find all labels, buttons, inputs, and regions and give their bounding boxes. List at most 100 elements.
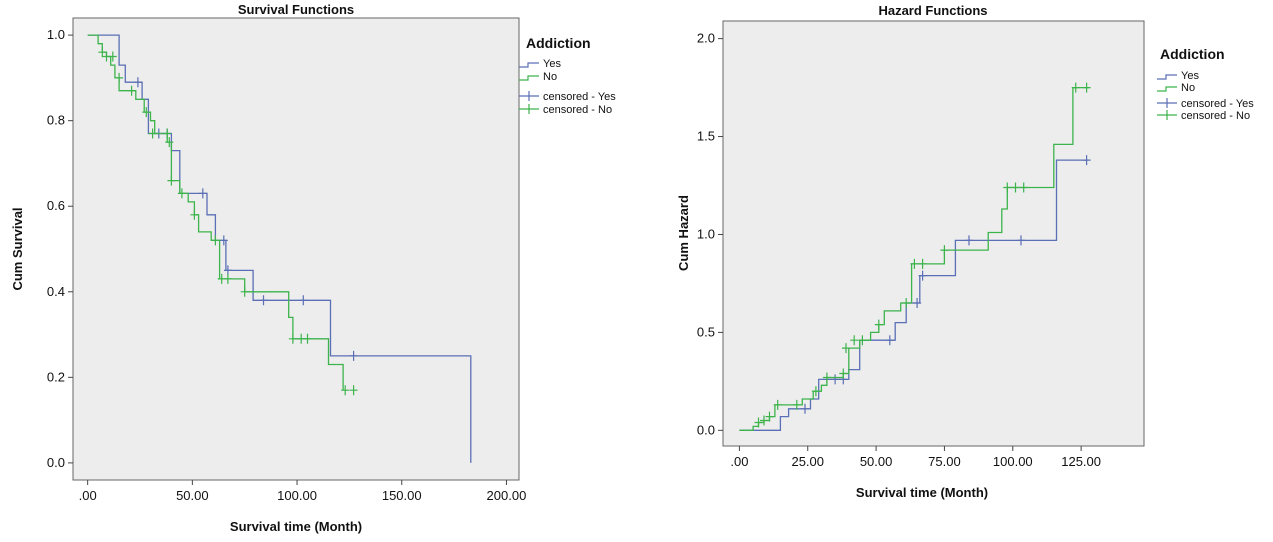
hazard-censored-marker-no [765,411,774,422]
survival-censored-marker-no [167,175,176,186]
hazard-censored-marker-yes [1017,235,1025,246]
hazard-censored-marker-no [858,335,867,346]
legend-swatch-censored-yes [1157,98,1177,108]
hazard-censored-marker-yes [1082,155,1091,166]
hazard-censored-marker-no [822,372,831,383]
survival-censored-marker-no [148,128,157,139]
legend-item-censored-no: censored - No [519,104,612,116]
legend-swatch-no-step [1157,86,1177,92]
survival-censored-marker-no [108,51,117,62]
survival-censored-marker-no [341,385,350,396]
survival-chart-title: Survival Functions [238,2,354,17]
hazard-censored-marker-no [754,417,763,428]
legend-item-censored-no: censored - No [1157,110,1250,122]
hazard-censored-marker-no [850,335,859,346]
hazard-censored-marker-yes [885,335,894,346]
hazard-curve-yes [739,159,1087,431]
hazard-censored-marker-no [792,399,801,410]
legend-label-censored-yes: censored - Yes [1181,98,1254,110]
hazard-censored-marker-no [773,399,782,410]
hazard-censored-marker-no [760,415,768,426]
survival-legend-title: Addiction [526,35,591,51]
survival-x-tick-label: 100.00 [277,488,317,503]
legend-item-no: No [1157,82,1195,94]
survival-censored-marker-no [177,188,186,199]
survival-y-axis-title: Cum Survival [10,207,25,290]
hazard-censored-marker-yes [831,374,840,385]
hazard-plot-area [722,20,1145,447]
hazard-censored-marker-no [910,258,919,269]
legend-label-censored-no: censored - No [543,104,612,116]
legend-label-no: No [1181,82,1195,94]
legend-label-yes: Yes [1181,70,1199,82]
survival-y-tick-label: 1.0 [47,27,65,42]
legend-swatch-yes-step [1157,74,1177,80]
hazard-censored-marker-no [874,319,883,330]
hazard-legend: Addiction Yes No censored - Yes censored… [1157,46,1254,122]
legend-swatch-censored-no [519,104,539,114]
hazard-legend-title: Addiction [1160,46,1225,62]
survival-y-tick-label: 0.8 [47,113,65,128]
survival-censored-marker-yes [259,295,268,306]
legend-label-no: No [543,71,557,83]
survival-censored-marker-no [303,333,312,344]
legend-item-yes: Yes [1157,70,1199,82]
legend-swatch-censored-yes [519,91,539,101]
hazard-censored-marker-no [1082,82,1091,93]
survival-censored-marker-yes [299,295,308,306]
hazard-y-tick-label: 2.0 [697,31,715,46]
survival-chart: Survival Functions Survival time (Month)… [10,2,616,534]
survival-censored-marker-no [142,107,151,118]
survival-censored-marker-no [127,85,136,96]
hazard-x-tick-label: 125.00 [1061,454,1101,469]
legend-swatch-no-step [519,75,539,81]
legend-item-censored-yes: censored - Yes [519,91,616,103]
hazard-x-tick-label: 50.00 [860,454,893,469]
survival-censored-marker-no [98,47,107,58]
survival-plot-area [72,17,520,481]
hazard-y-axis-title: Cum Hazard [676,195,691,271]
legend-swatch-censored-no [1157,110,1177,120]
survival-censored-marker-no [240,286,249,297]
hazard-censored-marker-no [839,368,848,379]
hazard-censored-marker-no [902,298,911,308]
legend-item-no: No [519,71,557,83]
hazard-x-tick-label: 100.00 [993,454,1033,469]
hazard-censored-marker-no [842,343,850,354]
hazard-y-tick-label: 0.5 [697,324,715,339]
hazard-censored-marker-no [811,386,820,397]
hazard-censored-marker-no [918,258,927,269]
legend-swatch-yes-step [519,62,539,68]
hazard-censored-marker-no [940,245,949,256]
survival-censored-marker-no [349,385,358,396]
hazard-y-tick-label: 0.0 [697,422,715,437]
hazard-x-tick-label: 25.00 [791,454,824,469]
survival-censored-marker-yes [133,77,142,88]
survival-x-tick-label: 150.00 [382,488,422,503]
legend-label-censored-yes: censored - Yes [543,91,616,103]
hazard-censored-marker-yes [918,270,927,281]
survival-x-tick-label: 200.00 [487,488,527,503]
survival-legend: Addiction Yes No censored - Yes censored… [519,35,616,116]
hazard-x-axis-title: Survival time (Month) [856,485,988,500]
survival-censored-marker-no [190,209,199,220]
survival-plot-content [87,34,472,463]
survival-y-tick-label: 0.2 [47,369,65,384]
survival-censored-marker-yes [198,188,207,199]
hazard-plot-content [739,82,1091,431]
survival-y-tick-label: 0.6 [47,198,65,213]
hazard-x-tick-label: .00 [730,454,748,469]
hazard-censored-marker-yes [801,403,809,414]
hazard-x-tick-label: 75.00 [928,454,961,469]
survival-x-tick-label: .00 [79,488,97,503]
survival-censored-marker-no [288,333,297,344]
survival-y-tick-label: 0.4 [47,284,65,299]
hazard-censored-marker-no [1003,182,1012,193]
legend-item-yes: Yes [519,58,561,70]
hazard-censored-marker-yes [965,235,973,246]
hazard-chart-title: Hazard Functions [878,3,987,18]
hazard-censored-marker-yes [913,298,922,308]
survival-censored-marker-yes [223,265,232,276]
hazard-censored-marker-no [1019,182,1028,193]
